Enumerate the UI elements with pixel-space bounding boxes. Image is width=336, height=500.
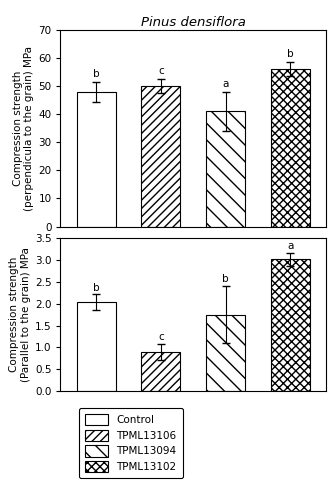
Text: a: a bbox=[287, 241, 294, 251]
Bar bbox=[77, 302, 116, 391]
Y-axis label: Compression strength
(perpendicula to the grain) MPa: Compression strength (perpendicula to th… bbox=[12, 46, 34, 211]
Title: Pinus densiflora: Pinus densiflora bbox=[141, 16, 246, 29]
Text: a: a bbox=[222, 79, 229, 89]
Bar bbox=[77, 92, 116, 226]
Legend: Control, TPML13106, TPML13094, TPML13102: Control, TPML13106, TPML13094, TPML13102 bbox=[79, 408, 183, 478]
Text: b: b bbox=[287, 50, 294, 59]
Bar bbox=[271, 70, 310, 226]
Bar bbox=[141, 352, 180, 391]
Bar bbox=[206, 314, 245, 391]
Y-axis label: Compression strength
(Parallel to the grain) MPa: Compression strength (Parallel to the gr… bbox=[9, 247, 31, 382]
Bar bbox=[271, 259, 310, 391]
Text: c: c bbox=[158, 332, 164, 342]
Text: b: b bbox=[93, 69, 99, 79]
Text: c: c bbox=[158, 66, 164, 76]
Bar bbox=[141, 86, 180, 226]
Bar bbox=[206, 112, 245, 226]
Text: b: b bbox=[222, 274, 229, 284]
Text: b: b bbox=[93, 283, 99, 293]
